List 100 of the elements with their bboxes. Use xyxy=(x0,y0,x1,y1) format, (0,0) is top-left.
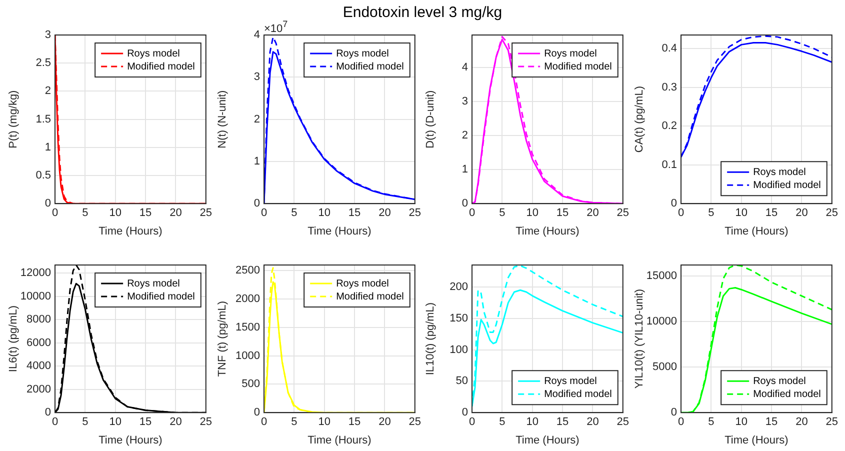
legend-label: Roys model xyxy=(752,166,806,178)
x-tick-label: 10 xyxy=(109,416,122,428)
y-tick-label: 0 xyxy=(253,198,260,210)
y-tick-label: 0 xyxy=(44,198,51,210)
legend-label: Modified model xyxy=(544,61,612,72)
y-axis-title: N(t) (N-unit) xyxy=(216,90,228,148)
x-tick-label: 25 xyxy=(408,416,421,428)
x-tick-label: 20 xyxy=(586,207,599,220)
x-tick-label: 10 xyxy=(526,416,538,428)
y-tick-label: 150 xyxy=(450,312,468,324)
x-tick-label: 15 xyxy=(764,207,778,220)
legend-label: Modified model xyxy=(752,388,820,400)
legend-label: Modified model xyxy=(544,388,612,400)
y-axis-title: CA(t) (pg/mL) xyxy=(633,86,646,153)
y-tick-label: 4000 xyxy=(26,360,51,372)
x-tick-label: 15 xyxy=(556,207,569,220)
x-tick-label: 10 xyxy=(109,207,122,220)
y-tick-label: 3 xyxy=(44,29,51,42)
x-axis-title: Time (Hours) xyxy=(516,434,580,446)
y-tick-label: 1000 xyxy=(235,350,260,362)
y-tick-label: 0 xyxy=(670,198,676,210)
y-tick-label: 15000 xyxy=(646,270,676,282)
y-tick-label: 0.3 xyxy=(661,81,676,94)
legend-label: Roys model xyxy=(752,376,806,387)
y-tick-label: 1.5 xyxy=(36,113,51,126)
x-tick-label: 10 xyxy=(734,416,747,428)
x-tick-label: 5 xyxy=(290,207,297,220)
x-axis-title: Time (Hours) xyxy=(98,434,162,446)
x-tick-label: 5 xyxy=(499,207,506,220)
x-tick-label: 20 xyxy=(170,207,182,220)
x-tick-label: 10 xyxy=(318,416,330,428)
y-tick-label: 10000 xyxy=(646,316,676,328)
legend-label: Roys model xyxy=(336,278,388,290)
y-tick-label: 2.5 xyxy=(36,57,51,70)
x-tick-label: 15 xyxy=(348,416,360,428)
y-tick-label: 2000 xyxy=(235,293,260,306)
x-tick-label: 10 xyxy=(734,207,747,220)
x-tick-label: 20 xyxy=(795,207,808,220)
legend-label: Modified model xyxy=(127,291,195,302)
x-tick-label: 20 xyxy=(586,416,599,428)
x-tick-label: 15 xyxy=(139,416,152,428)
y-tick-label: 0 xyxy=(462,198,468,210)
y-tick-label: 3 xyxy=(253,71,260,84)
y-tick-label: 1 xyxy=(462,164,468,176)
legend-label: Roys model xyxy=(544,376,597,387)
x-axis-title: Time (Hours) xyxy=(307,434,371,446)
x-tick-label: 20 xyxy=(795,416,808,428)
legend-label: Modified model xyxy=(336,61,404,72)
x-tick-label: 20 xyxy=(170,416,182,428)
y-axis-title: YIL10(t) (YIL10-unit) xyxy=(633,288,646,389)
y-tick-label: 2000 xyxy=(26,383,51,396)
legend-label: Modified model xyxy=(336,291,404,302)
legend-label: Roys model xyxy=(544,48,597,60)
x-tick-label: 20 xyxy=(378,207,390,220)
x-tick-label: 5 xyxy=(290,416,297,428)
x-tick-label: 5 xyxy=(708,416,714,428)
x-tick-label: 15 xyxy=(556,416,569,428)
x-tick-label: 25 xyxy=(616,416,630,428)
x-tick-label: 25 xyxy=(200,207,212,220)
y-tick-label: 1 xyxy=(253,155,260,168)
y-axis-title: P(t) (mg/kg) xyxy=(8,90,20,148)
y-tick-label: 5000 xyxy=(652,361,676,374)
x-axis-title: Time (Hours) xyxy=(98,225,162,238)
y-tick-label: 4 xyxy=(253,29,260,42)
x-tick-label: 5 xyxy=(82,207,88,220)
y-tick-label: 50 xyxy=(456,375,468,388)
y-axis-title: TNF (t) (pg/mL) xyxy=(216,300,228,377)
y-tick-label: 2 xyxy=(253,113,260,126)
x-tick-label: 15 xyxy=(764,416,778,428)
x-tick-label: 25 xyxy=(200,416,212,428)
y-tick-label: 0 xyxy=(462,406,468,419)
y-tick-label: 500 xyxy=(241,378,260,390)
y-tick-label: 2 xyxy=(44,85,51,98)
legend-label: Modified model xyxy=(752,180,820,191)
y-tick-label: 8000 xyxy=(26,314,51,326)
x-tick-label: 25 xyxy=(408,207,421,220)
y-tick-label: 4 xyxy=(462,61,468,74)
legend-label: Modified model xyxy=(127,61,195,72)
y-tick-label: 2500 xyxy=(235,264,260,277)
y-tick-label: 0.5 xyxy=(36,170,51,182)
legend-label: Roys model xyxy=(127,278,180,290)
y-axis-title: IL6(t) (pg/mL) xyxy=(8,305,20,372)
x-tick-label: 15 xyxy=(348,207,360,220)
x-tick-label: 5 xyxy=(499,416,506,428)
y-tick-label: 100 xyxy=(450,344,468,356)
legend-label: Roys model xyxy=(336,48,388,60)
x-axis-title: Time (Hours) xyxy=(724,434,788,446)
y-axis-title: IL10(t) (pg/mL) xyxy=(424,302,437,376)
x-tick-label: 10 xyxy=(318,207,330,220)
legend-label: Roys model xyxy=(127,48,180,60)
x-tick-label: 5 xyxy=(82,416,88,428)
x-axis-title: Time (Hours) xyxy=(516,225,580,238)
y-tick-label: 3 xyxy=(462,95,468,108)
x-tick-label: 15 xyxy=(139,207,152,220)
y-tick-label: 0.2 xyxy=(661,120,676,132)
y-tick-label: 2 xyxy=(462,130,468,142)
y-tick-label: 12000 xyxy=(20,267,51,280)
x-tick-label: 10 xyxy=(526,207,538,220)
x-tick-label: 25 xyxy=(825,416,838,428)
y-tick-label: 0.4 xyxy=(661,42,676,55)
